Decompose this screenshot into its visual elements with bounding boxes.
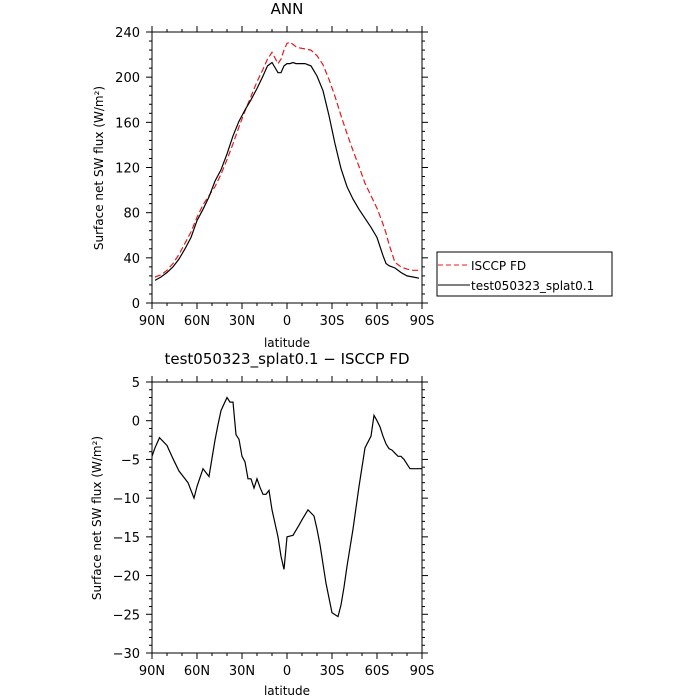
bottom-y-axis-label: Surface net SW flux (W/m²) [90,436,104,600]
x-tick-label: 30N [229,664,255,679]
top-x-axis-label: latitude [264,336,310,350]
bottom-plot-area [151,396,422,618]
x-tick-label: 90S [410,664,435,679]
top-axes: 90N 60N 30N 0 30S 60S 90S 0 40 80 120 160 200 240 [115,26,434,329]
x-tick-label: 0 [283,314,291,329]
y-tick-label: −25 [113,608,140,623]
x-tick-label: 60S [365,314,390,329]
x-tick-label: 30S [320,664,345,679]
legend-box [436,251,613,297]
y-tick-label: 0 [132,415,140,430]
x-tick-label: 90N [139,664,165,679]
y-tick-label: 240 [115,26,140,41]
y-tick-label: −30 [113,647,140,662]
x-tick-label: 60S [365,664,390,679]
plot-frame [151,381,423,654]
x-tick-label: 0 [283,664,291,679]
y-tick-label: 200 [115,71,140,86]
y-tick-label: −15 [113,531,140,546]
x-tick-label: 90S [410,314,435,329]
x-tick-label: 30S [320,314,345,329]
series-line-difference [151,396,422,618]
legend-label-isccp-fd: ISCCP FD [471,259,526,273]
bottom-axes: 90N 60N 30N 0 30S 60S 90S −30 −25 −20 −15 −10 −5 0 5 [113,376,435,679]
y-tick-label: 80 [123,207,140,222]
y-tick-label: 160 [115,116,140,131]
y-tick-label: −20 [113,570,140,585]
x-tick-label: 60N [184,664,210,679]
y-tick-label: 5 [132,376,140,391]
bottom-panel: test050323_splat0.1 − ISCCP FD latitude … [90,350,434,698]
top-y-axis-label: Surface net SW flux (W/m²) [92,86,106,250]
x-tick-label: 90N [139,314,165,329]
legend-label-model: test050323_splat0.1 [471,279,594,293]
series-line-isccp-fd [154,41,419,278]
bottom-chart-title: test050323_splat0.1 − ISCCP FD [165,350,410,369]
top-panel: ANN latitude Surface net SW flux (W/m²) … [92,0,613,350]
top-plot-area [154,41,420,281]
x-tick-label: 60N [184,314,210,329]
y-tick-label: −5 [121,453,140,468]
series-line-model [154,61,420,281]
y-tick-label: −10 [113,492,140,507]
x-tick-label: 30N [229,314,255,329]
plot-frame [151,31,423,304]
y-tick-label: 40 [123,252,140,267]
legend: ISCCP FD test050323_splat0.1 [436,251,613,297]
y-tick-label: 120 [115,162,140,177]
y-tick-label: 0 [132,297,140,312]
top-chart-title: ANN [271,0,304,18]
bottom-x-axis-label: latitude [264,684,310,698]
